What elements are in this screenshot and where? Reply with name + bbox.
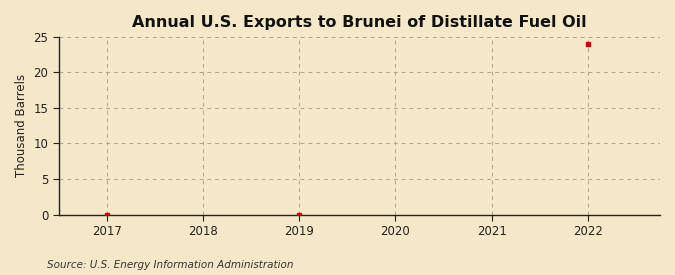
Y-axis label: Thousand Barrels: Thousand Barrels: [15, 74, 28, 177]
Title: Annual U.S. Exports to Brunei of Distillate Fuel Oil: Annual U.S. Exports to Brunei of Distill…: [132, 15, 587, 30]
Text: Source: U.S. Energy Information Administration: Source: U.S. Energy Information Administ…: [47, 260, 294, 270]
